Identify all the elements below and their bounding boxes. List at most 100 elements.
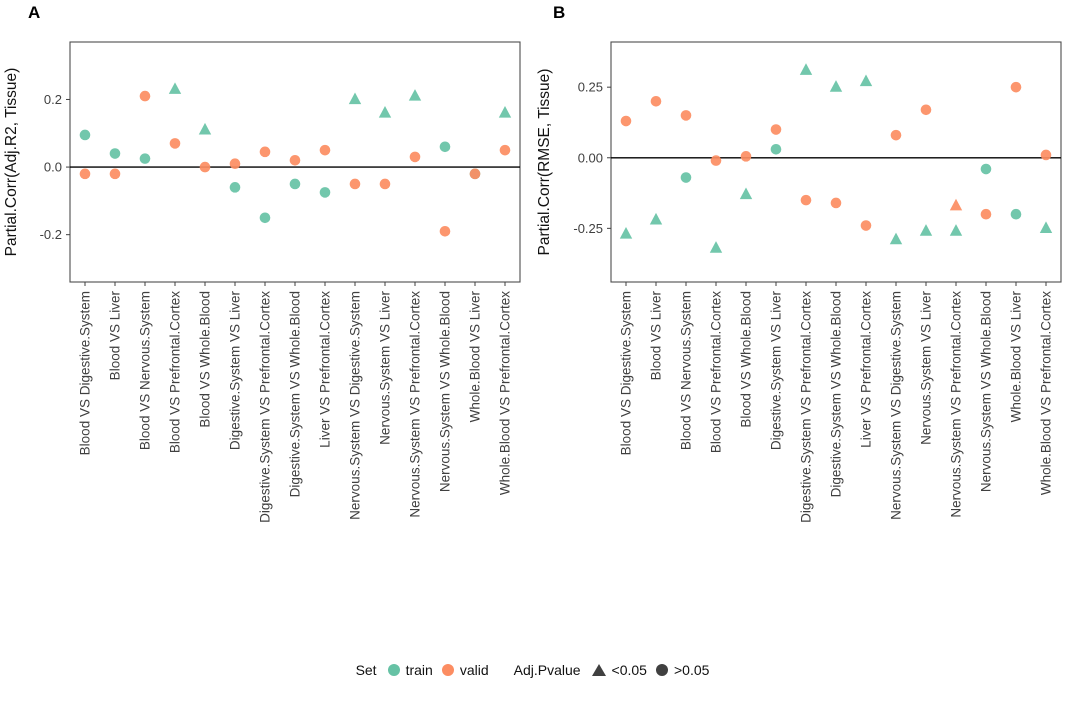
- legend-pvalue-label: Adj.Pvalue: [513, 662, 581, 678]
- x-tick-label: Nervous.System VS Digestive.System: [889, 291, 904, 520]
- point-train-triangle: [168, 82, 182, 94]
- x-tick-label: Nervous.System VS Whole.Blood: [438, 291, 453, 492]
- y-tick-label: 0.2: [44, 92, 62, 107]
- point-train-circle: [319, 187, 331, 198]
- x-tick-label: Digestive.System VS Whole.Blood: [829, 291, 844, 497]
- x-tick-label: Digestive.System VS Liver: [228, 291, 243, 451]
- point-valid-circle: [469, 168, 481, 180]
- point-train-circle: [680, 172, 692, 183]
- x-tick-label: Digestive.System VS Prefrontal.Cortex: [799, 291, 814, 523]
- legend-item-train: train: [387, 662, 433, 678]
- x-tick-label: Whole.Blood VS Liver: [468, 291, 483, 423]
- point-train-circle: [229, 182, 241, 193]
- point-valid-circle: [980, 208, 992, 220]
- y-tick-label: -0.25: [573, 221, 603, 236]
- legend-set-label: Set: [355, 662, 377, 678]
- point-valid-circle: [289, 155, 301, 166]
- x-tick-label: Nervous.System VS Liver: [919, 291, 934, 445]
- x-tick-label: Blood VS Whole.Blood: [198, 291, 213, 428]
- x-tick-label: Nervous.System VS Liver: [378, 291, 393, 445]
- point-train-circle: [980, 163, 992, 175]
- point-train-circle: [439, 141, 451, 153]
- x-tick-label: Blood VS Prefrontal.Cortex: [168, 291, 183, 453]
- x-tick-label: Whole.Blood VS Prefrontal.Cortex: [1039, 291, 1054, 495]
- point-train-circle: [79, 129, 91, 141]
- panel-a-chart: 0.2 0.0 -0.2 Blood VS Digestive.System Blood…: [3, 3, 521, 523]
- point-train-triangle: [498, 105, 512, 118]
- legend-nonsig-label: >0.05: [673, 662, 710, 678]
- x-tick-label: Liver VS Prefrontal.Cortex: [318, 291, 333, 448]
- x-tick-label: Whole.Blood VS Liver: [1009, 291, 1024, 423]
- x-tick-label: Blood VS Liver: [108, 291, 123, 381]
- panel-label: B: [553, 3, 565, 22]
- point-valid-circle: [740, 151, 752, 162]
- point-valid-circle: [229, 158, 241, 169]
- point-train-triangle: [1039, 221, 1053, 233]
- x-tick-label: Nervous.System VS Whole.Blood: [979, 291, 994, 492]
- legend-item-sig: <0.05: [591, 662, 647, 678]
- point-train-circle: [1010, 208, 1022, 220]
- point-valid-circle: [650, 95, 662, 107]
- x-tick-label: Blood VS Nervous.System: [679, 291, 694, 450]
- point-train-triangle: [408, 89, 422, 101]
- point-train-triangle: [649, 212, 663, 225]
- valid-swatch-circle-icon: [441, 664, 454, 676]
- point-train-triangle: [619, 227, 633, 239]
- x-tick-label: Nervous.System VS Prefrontal.Cortex: [408, 291, 423, 518]
- x-tick-label: Whole.Blood VS Prefrontal.Cortex: [498, 291, 513, 495]
- point-train-triangle: [889, 232, 903, 245]
- point-valid-circle: [800, 194, 812, 206]
- point-train-triangle: [949, 224, 963, 236]
- point-valid-circle: [79, 168, 91, 180]
- point-valid-circle: [499, 144, 511, 156]
- point-train-triangle: [378, 105, 392, 118]
- point-train-triangle: [198, 122, 212, 135]
- point-valid-circle: [620, 115, 632, 127]
- point-valid-circle: [710, 155, 722, 166]
- point-valid-circle: [169, 138, 181, 149]
- x-tick-label: Digestive.System VS Whole.Blood: [288, 291, 303, 497]
- x-tick-label: Liver VS Prefrontal.Cortex: [859, 291, 874, 448]
- point-train-triangle: [348, 92, 362, 105]
- y-tick-label: 0.25: [578, 80, 603, 95]
- y-axis-label: Partial.Corr(RMSE, Tissue): [536, 69, 553, 256]
- panel-b-chart: 0.25 0.00 -0.25 Blood VS Digestive.System Bl…: [536, 3, 1062, 523]
- legend-valid-label: valid: [459, 662, 489, 678]
- point-train-triangle: [739, 187, 753, 200]
- x-tick-label: Blood VS Prefrontal.Cortex: [709, 291, 724, 453]
- point-valid-circle: [680, 110, 692, 121]
- point-valid-circle: [259, 146, 271, 158]
- point-valid-circle: [139, 90, 151, 102]
- point-train-circle: [259, 212, 271, 224]
- x-tick-label: Blood VS Nervous.System: [138, 291, 153, 450]
- y-tick-label: 0.00: [578, 150, 603, 165]
- point-valid-circle: [1040, 149, 1052, 161]
- y-tick-label: 0.0: [44, 160, 62, 175]
- pvalue-triangle-icon: [591, 664, 606, 676]
- point-valid-circle: [379, 178, 391, 190]
- x-tick-label: Blood VS Digestive.System: [78, 291, 93, 455]
- point-train-triangle: [799, 63, 813, 75]
- point-valid-circle: [890, 129, 902, 141]
- point-valid-circle: [109, 168, 121, 180]
- point-valid-circle: [409, 151, 421, 163]
- point-train-triangle: [859, 74, 873, 87]
- legend-train-label: train: [405, 662, 433, 678]
- legend-item-nonsig: >0.05: [655, 662, 710, 678]
- panel-border: [610, 41, 1062, 283]
- point-valid-circle: [319, 144, 331, 156]
- point-valid-circle: [349, 178, 361, 190]
- y-axis-label: Partial.Corr(Adj.R2, Tissue): [3, 68, 20, 257]
- x-tick-label: Blood VS Liver: [649, 291, 664, 381]
- point-train-circle: [139, 153, 151, 164]
- point-valid-circle: [1010, 81, 1022, 93]
- x-tick-label: Digestive.System VS Liver: [769, 291, 784, 451]
- legend-item-valid: valid: [441, 662, 489, 678]
- train-swatch-circle-icon: [387, 664, 400, 676]
- x-tick-label: Nervous.System VS Prefrontal.Cortex: [949, 291, 964, 518]
- point-train-circle: [289, 178, 301, 190]
- x-tick-label: Blood VS Whole.Blood: [739, 291, 754, 428]
- point-train-triangle: [829, 80, 843, 92]
- point-valid-circle: [199, 161, 211, 173]
- point-valid-circle: [770, 124, 782, 135]
